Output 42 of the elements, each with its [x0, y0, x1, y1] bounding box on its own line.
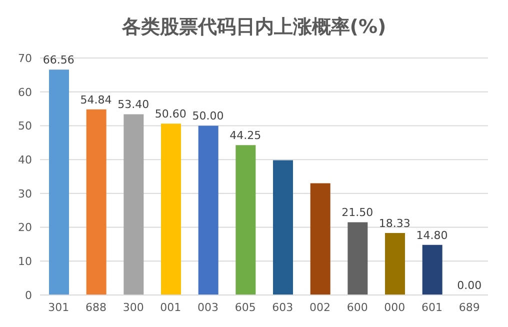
y-tick-label: 70 — [18, 52, 32, 65]
x-tick-label: 601 — [422, 300, 442, 314]
x-tick-label: 001 — [160, 300, 182, 314]
x-tick-label: 689 — [458, 300, 480, 314]
bar — [86, 109, 106, 295]
bar — [124, 114, 144, 295]
data-label: 21.50 — [342, 206, 374, 220]
data-label: 18.33 — [378, 216, 410, 230]
y-tick-label: 60 — [18, 86, 32, 99]
x-tick-label: 605 — [234, 300, 256, 314]
bar — [348, 222, 368, 295]
data-label: 53.40 — [118, 98, 150, 112]
bar — [385, 232, 405, 295]
x-tick-label: 603 — [272, 300, 294, 314]
bar — [161, 124, 181, 295]
bar — [49, 70, 69, 295]
bar — [273, 160, 293, 295]
x-tick-label: 688 — [86, 300, 106, 314]
data-label: 54.84 — [80, 93, 112, 106]
x-tick-label: 600 — [346, 300, 368, 314]
bar — [422, 244, 442, 295]
data-label: 0.00 — [457, 279, 482, 292]
data-label: 14.80 — [416, 228, 448, 242]
bar — [198, 126, 218, 295]
bar — [310, 183, 330, 295]
x-tick-label: 300 — [122, 300, 144, 314]
y-tick-label: 0 — [25, 288, 32, 302]
y-tick-label: 40 — [18, 153, 32, 166]
y-tick-label: 30 — [18, 187, 32, 200]
x-tick-label: 002 — [310, 300, 330, 314]
x-tick-label: 301 — [48, 300, 70, 314]
x-tick-label: 003 — [198, 300, 218, 314]
chart-title: 各类股票代码日内上涨概率(%) — [120, 15, 388, 40]
data-label: 44.25 — [230, 129, 262, 142]
data-label: 66.56 — [42, 54, 74, 67]
y-tick-label: 10 — [18, 255, 32, 268]
bar — [236, 145, 256, 295]
y-tick-label: 20 — [18, 221, 32, 234]
x-tick-label: 000 — [384, 300, 406, 314]
y-tick-label: 50 — [18, 120, 32, 133]
data-label: 50.00 — [192, 110, 224, 123]
data-label: 50.60 — [154, 108, 186, 121]
